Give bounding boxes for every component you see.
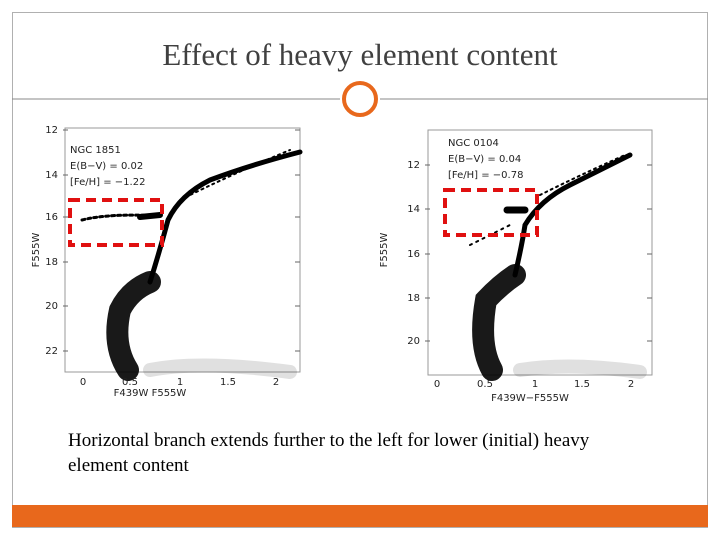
x-tick-label: 1: [532, 379, 538, 390]
y-tick-label: 14: [407, 204, 420, 215]
x-tick-label: 0: [80, 377, 86, 388]
x-tick-label: 1: [177, 377, 183, 388]
x-tick-label: 1.5: [574, 379, 590, 390]
y-tick-label: 20: [45, 301, 58, 312]
point-cloud: [469, 152, 647, 381]
y-tick-label: 12: [45, 125, 58, 136]
y-tick-label: 14: [45, 170, 58, 181]
y-tick-label: 16: [45, 212, 58, 223]
title-ornament: [342, 81, 378, 117]
plot-annotation: E(B−V) = 0.02: [70, 161, 143, 172]
y-tick-label: 20: [407, 336, 420, 347]
plot-annotation: E(B−V) = 0.04: [448, 154, 521, 165]
x-tick-label: 2: [273, 377, 279, 388]
y-tick-label: 22: [45, 346, 58, 357]
caption: Horizontal branch extends further to the…: [68, 430, 590, 476]
x-tick-label: 0.5: [477, 379, 493, 390]
y-tick-label: 18: [45, 257, 58, 268]
x-tick-label: 0: [434, 379, 440, 390]
y-tick-label: 18: [407, 293, 420, 304]
y-axis-label: F555W: [31, 233, 42, 268]
x-axis-label: F439W F555W: [114, 388, 187, 399]
x-axis-label: F439W−F555W: [491, 393, 569, 404]
point-cloud: [80, 149, 303, 381]
plot-annotation: [Fe/H] = −0.78: [448, 170, 523, 181]
x-tick-label: 1.5: [220, 377, 236, 388]
plot-frame: [427, 129, 653, 376]
y-tick-label: 16: [407, 249, 420, 260]
y-axis-label: F555W: [379, 233, 390, 268]
highlight-box: [68, 198, 164, 247]
plot-annotation: NGC 0104: [448, 138, 499, 149]
footer-bar: [12, 505, 708, 527]
x-tick-label: 2: [628, 379, 634, 390]
x-tick-label: 0.5: [122, 377, 138, 388]
slide-title: Effect of heavy element content: [162, 37, 558, 72]
plot-annotation: [Fe/H] = −1.22: [70, 177, 145, 188]
plot-annotation: NGC 1851: [70, 145, 121, 156]
y-tick-label: 12: [407, 160, 420, 171]
plot-frame: [64, 127, 301, 373]
highlight-box: [443, 188, 539, 237]
slide-frame: [12, 12, 708, 528]
